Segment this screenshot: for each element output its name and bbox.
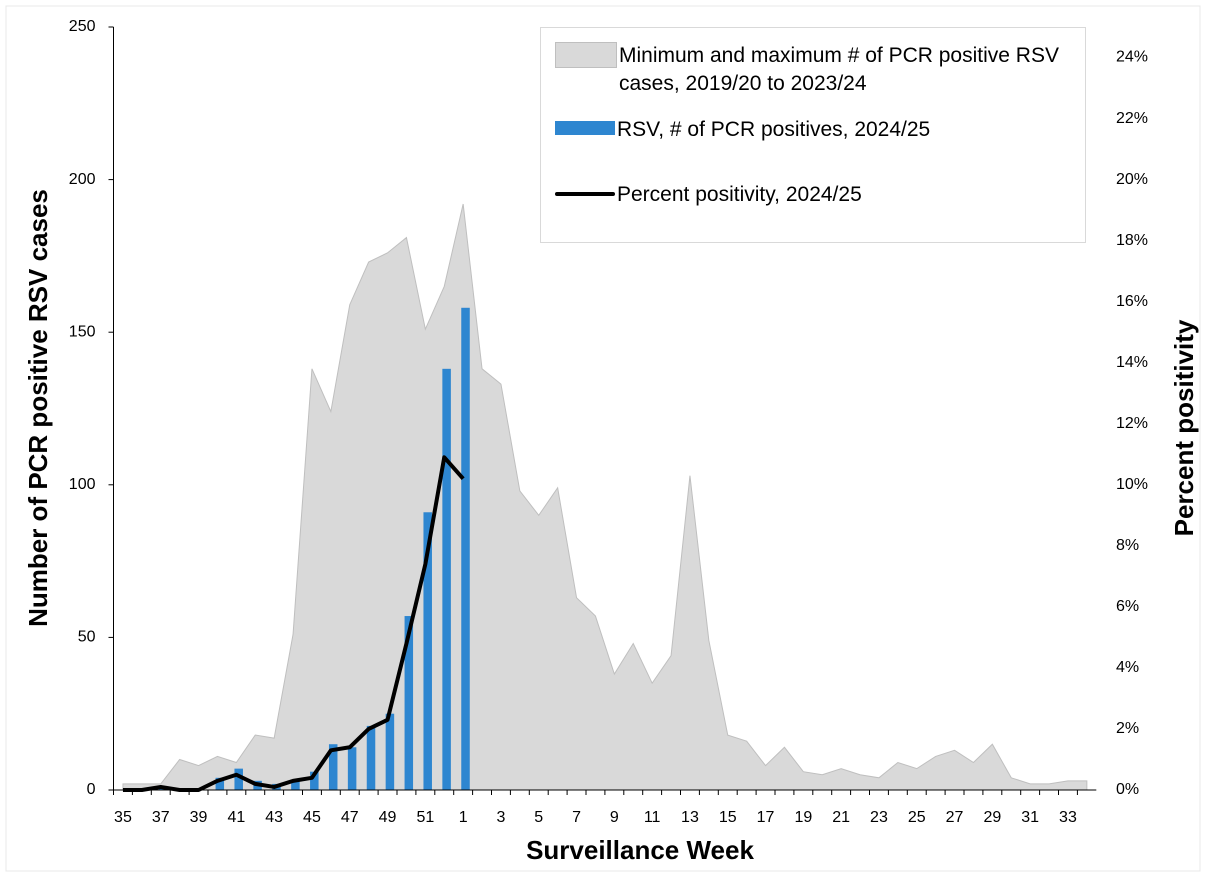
bar xyxy=(328,744,338,790)
x-tick-label: 35 xyxy=(114,809,132,826)
legend-item: Minimum and maximum # of PCR positive RS… xyxy=(555,42,1075,98)
y2-tick-label: 14% xyxy=(1116,354,1148,371)
bar xyxy=(366,725,376,790)
x-tick-label: 7 xyxy=(572,809,581,826)
x-tick-label: 9 xyxy=(610,809,619,826)
x-tick-label: 11 xyxy=(644,809,661,826)
plot: 0 50 100 150 200 250 0% 2% 4% 6% 8% 10% 12% 14% 16% 18%… xyxy=(69,18,1148,826)
y-axis-title: Number of PCR positive RSV cases xyxy=(23,189,53,627)
legend-item: Percent positivity, 2024/25 xyxy=(555,181,1075,209)
x-tick-label: 23 xyxy=(870,809,888,826)
x-tick-label: 29 xyxy=(983,809,1001,826)
bar xyxy=(291,780,300,790)
x-tick-label: 43 xyxy=(265,809,283,826)
x-tick-label: 33 xyxy=(1059,809,1077,826)
legend-swatch xyxy=(555,121,615,135)
bar xyxy=(347,747,357,790)
y-tick-label: 100 xyxy=(69,476,96,493)
y2-tick-label: 4% xyxy=(1116,659,1139,676)
x-tick-label: 47 xyxy=(341,809,359,826)
x-tick-label: 19 xyxy=(794,809,812,826)
x-tick-label: 51 xyxy=(416,809,434,826)
y2-tick-label: 2% xyxy=(1116,720,1139,737)
y-tick-label: 250 xyxy=(69,18,96,35)
y2-tick-label: 20% xyxy=(1116,171,1148,188)
x-tick-label: 5 xyxy=(534,809,543,826)
x-axis-title: Surveillance Week xyxy=(526,835,754,865)
x-tick-label: 1 xyxy=(459,809,468,826)
legend-swatch xyxy=(555,42,617,68)
y2-tick-label: 0% xyxy=(1116,781,1139,798)
legend-label: RSV, # of PCR positives, 2024/25 xyxy=(617,118,931,141)
y2-tick-label: 10% xyxy=(1116,476,1148,493)
x-tick-label: 17 xyxy=(757,809,775,826)
bar xyxy=(385,713,395,790)
legend-label: Minimum and maximum # of PCR positive RS… xyxy=(619,44,1059,95)
y-tick-label: 0 xyxy=(87,781,96,798)
y2-tick-label: 24% xyxy=(1116,49,1148,66)
y-tick-label: 200 xyxy=(69,171,96,188)
x-tick-label: 37 xyxy=(152,809,170,826)
legend-swatch xyxy=(555,192,615,196)
y2-tick-label: 12% xyxy=(1116,415,1148,432)
x-tick-label: 45 xyxy=(303,809,321,826)
y-tick-label: 50 xyxy=(78,629,96,646)
x-tick-label: 27 xyxy=(946,809,964,826)
y2-tick-label: 18% xyxy=(1116,232,1148,249)
x-tick-label: 31 xyxy=(1021,809,1039,826)
y2-tick-label: 22% xyxy=(1116,110,1148,127)
x-tick-label: 3 xyxy=(496,809,505,826)
x-tick-label: 39 xyxy=(190,809,208,826)
x-tick-label: 49 xyxy=(379,809,397,826)
x-tick-label: 13 xyxy=(681,809,699,826)
y2-axis-title: Percent positivity xyxy=(1169,319,1199,536)
chart-border xyxy=(5,5,1201,872)
bar xyxy=(423,512,432,790)
bar xyxy=(234,768,243,790)
bar xyxy=(215,777,225,790)
legend-item: RSV, # of PCR positives, 2024/25 xyxy=(555,116,1075,144)
range-area xyxy=(122,203,1088,791)
y2-tick-label: 16% xyxy=(1116,293,1148,310)
legend: Minimum and maximum # of PCR positive RS… xyxy=(540,27,1086,243)
bar xyxy=(442,368,451,790)
bar xyxy=(404,616,414,790)
bar xyxy=(310,771,319,790)
y-tick-label: 150 xyxy=(69,323,96,340)
x-tick-label: 41 xyxy=(227,809,245,826)
bar xyxy=(461,307,470,790)
x-tick-label: 25 xyxy=(908,809,926,826)
x-tick-label: 15 xyxy=(719,809,737,826)
legend-label: Percent positivity, 2024/25 xyxy=(617,183,862,206)
x-tick-label: 21 xyxy=(832,809,850,826)
y2-tick-label: 8% xyxy=(1116,537,1139,554)
y2-tick-label: 6% xyxy=(1116,598,1139,615)
